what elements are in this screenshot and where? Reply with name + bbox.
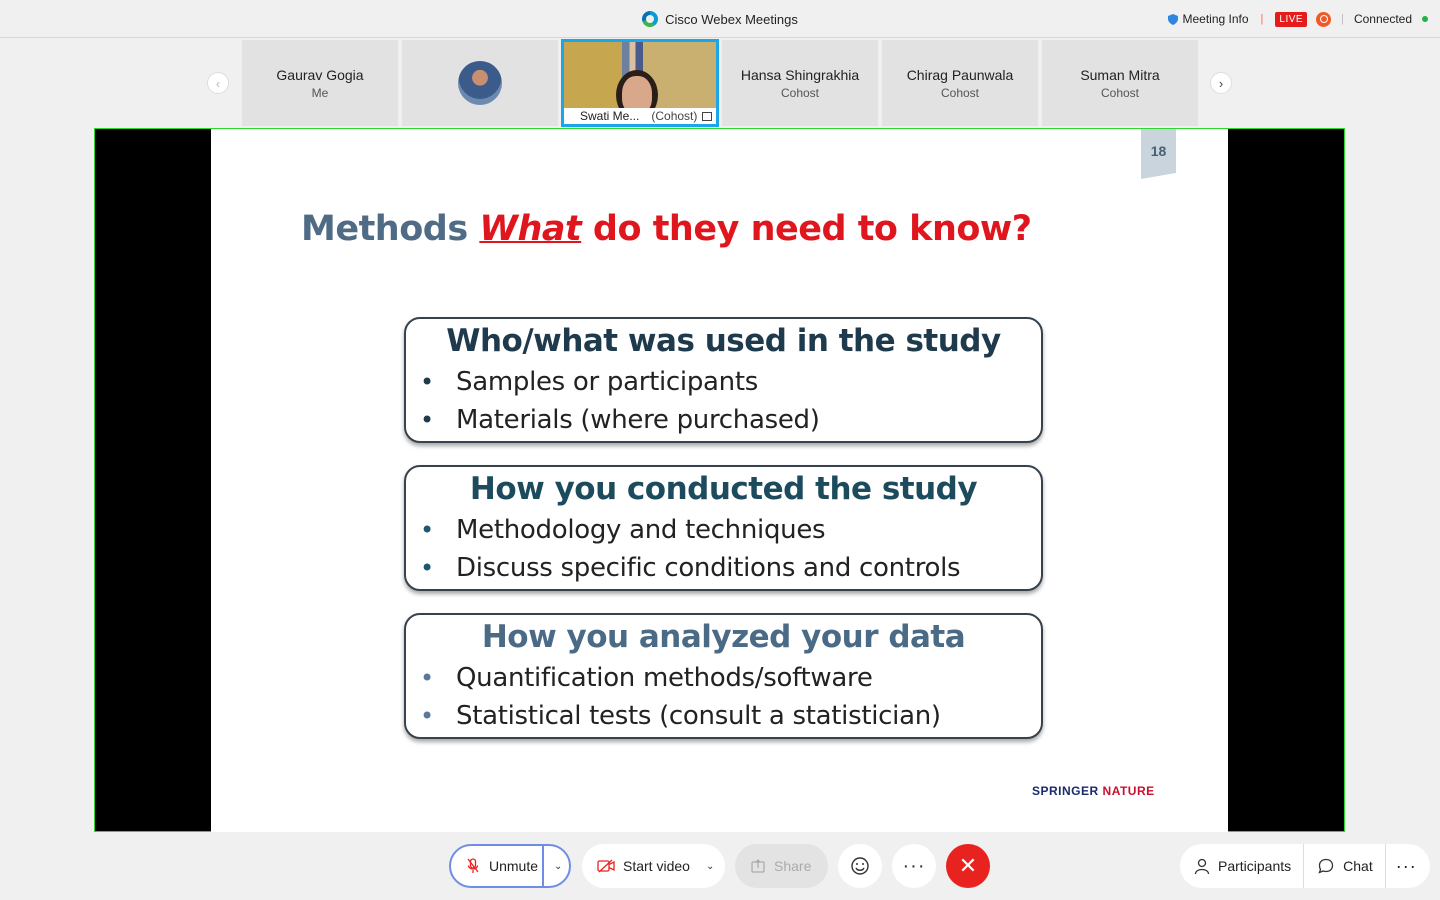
connection-status: Connected [1353, 12, 1412, 26]
bullet-list: Samples or participants Materials (where… [406, 363, 1041, 439]
chevron-down-icon[interactable]: ⌄ [554, 860, 563, 872]
content-box: Who/what was used in the study Samples o… [404, 317, 1043, 443]
box-heading: How you conducted the study [469, 471, 978, 507]
divider: | [1341, 13, 1344, 25]
participants-label: Participants [1218, 858, 1292, 874]
app-title-text: Cisco Webex Meetings [665, 11, 798, 27]
unmute-label: Unmute [489, 858, 539, 874]
more-options-button[interactable]: ··· [892, 844, 936, 888]
participant-role: (Cohost) [651, 109, 698, 123]
microphone-muted-icon [467, 858, 479, 873]
participant-tile[interactable]: Gaurav Gogia Me [242, 40, 398, 126]
chat-icon [1318, 858, 1334, 874]
participant-role: Cohost [780, 85, 820, 100]
bullet-item: Materials (where purchased) [406, 401, 1041, 439]
chevron-left-icon[interactable]: ‹ [207, 72, 229, 94]
recording-icon[interactable] [1316, 11, 1332, 27]
end-meeting-button[interactable]: ✕ [946, 844, 990, 888]
share-label: Share [774, 858, 812, 874]
participant-name: Swati Me... [580, 109, 640, 123]
video-off-icon [597, 859, 615, 873]
chevron-down-icon[interactable]: ⌄ [705, 860, 715, 872]
more-icon: ··· [902, 854, 926, 877]
participant-role: Cohost [1100, 85, 1140, 100]
share-icon [751, 859, 765, 873]
unmute-button[interactable]: Unmute [451, 846, 545, 886]
chat-button[interactable]: Chat [1304, 844, 1386, 888]
participant-name: Chirag Paunwala [906, 66, 1014, 83]
panel-buttons: Participants Chat ··· [1180, 844, 1430, 888]
unmute-button-group: Unmute ⌄ [449, 844, 571, 888]
bullet-list: Methodology and techniques Discuss speci… [406, 511, 1041, 587]
bullet-item: Samples or participants [406, 363, 1041, 401]
chevron-right-icon[interactable]: › [1210, 72, 1232, 94]
more-panels-button[interactable]: ··· [1386, 844, 1429, 888]
start-video-label: Start video [623, 858, 690, 874]
slide-title-part2: do they need to know? [581, 209, 1032, 249]
participant-tile[interactable]: Hansa Shingrakhia Cohost [722, 40, 878, 126]
participant-tile[interactable] [402, 40, 558, 126]
brand-part2: NATURE [1102, 784, 1155, 798]
avatar [458, 61, 502, 105]
close-icon: ✕ [958, 853, 978, 878]
slide-title-part1: Methods [301, 209, 480, 249]
slide-title-emphasis: What [479, 209, 582, 249]
app-title: Cisco Webex Meetings [0, 0, 1440, 38]
bullet-item: Discuss specific conditions and controls [406, 549, 1041, 587]
shield-icon [1167, 13, 1178, 25]
springer-nature-logo: SPRINGER NATURE [1032, 784, 1155, 798]
participant-name: Suman Mitra [1080, 66, 1160, 83]
presentation-slide: 18 Methods What do they need to know? Wh… [211, 129, 1228, 832]
participant-tile[interactable]: Suman Mitra Cohost [1042, 40, 1198, 126]
active-speaker-tile[interactable]: Swati Me... (Cohost) [561, 39, 719, 127]
participants-button[interactable]: Participants [1180, 844, 1305, 888]
bullet-item: Quantification methods/software [406, 659, 1041, 697]
connection-dot-icon [1422, 16, 1428, 22]
slide-title: Methods What do they need to know? [301, 209, 1032, 249]
box-heading: How you analyzed your data [481, 619, 966, 655]
video-label: Swati Me... (Cohost) [564, 108, 716, 124]
participants-icon [1194, 857, 1212, 875]
brand-part1: SPRINGER [1032, 784, 1099, 798]
box-heading: Who/what was used in the study [446, 323, 1001, 359]
bullet-item: Methodology and techniques [406, 511, 1041, 549]
share-button[interactable]: Share [735, 844, 828, 888]
slide-page-number: 18 [1141, 129, 1176, 179]
control-bar: Unmute ⌄ Start video ⌄ Share ··· ✕ [0, 832, 1440, 900]
participant-name: Hansa Shingrakhia [740, 66, 860, 83]
participant-tile[interactable]: Chirag Paunwala Cohost [882, 40, 1038, 126]
bullet-item: Statistical tests (consult a statisticia… [406, 697, 1041, 735]
participant-role: Cohost [940, 85, 980, 100]
more-icon: ··· [1395, 855, 1417, 876]
title-right: Meeting Info | LIVE | Connected [1167, 0, 1433, 38]
content-box: How you analyzed your data Quantificatio… [404, 613, 1043, 739]
bullet-list: Quantification methods/software Statisti… [406, 659, 1041, 735]
meeting-info-button[interactable]: Meeting Info [1167, 12, 1249, 26]
content-box: How you conducted the study Methodology … [404, 465, 1043, 591]
meeting-info-label: Meeting Info [1182, 12, 1249, 26]
sharing-icon [702, 111, 713, 121]
divider: | [1260, 13, 1264, 25]
title-bar: Cisco Webex Meetings Meeting Info | LIVE… [0, 0, 1440, 38]
shared-content-stage: 18 Methods What do they need to know? Wh… [94, 128, 1345, 832]
chat-label: Chat [1343, 858, 1373, 874]
webex-logo-icon [642, 11, 659, 27]
participant-strip: ‹ Gaurav Gogia Me Swati Me... (Cohost) H… [0, 39, 1440, 128]
start-video-button[interactable]: Start video ⌄ [582, 844, 725, 888]
smiley-icon [851, 857, 869, 875]
reactions-button[interactable] [838, 844, 882, 888]
participant-role: Me [311, 85, 329, 100]
participant-name: Gaurav Gogia [276, 66, 364, 83]
live-badge: LIVE [1275, 11, 1308, 27]
video-feed-face [622, 76, 652, 114]
